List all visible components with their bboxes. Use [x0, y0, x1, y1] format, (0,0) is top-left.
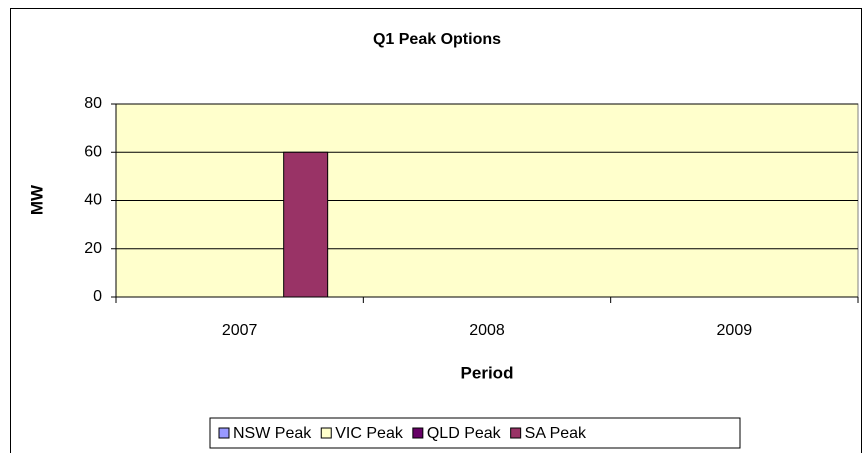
legend-swatch	[320, 427, 332, 439]
y-tick-label: 20	[84, 240, 102, 257]
y-tick-label: 80	[84, 95, 102, 112]
x-tick-label: 2009	[717, 322, 753, 339]
legend-swatch	[218, 427, 230, 439]
y-tick-label: 0	[93, 288, 102, 305]
legend-label: NSW Peak	[233, 425, 312, 442]
legend-label: VIC Peak	[335, 425, 404, 442]
legend-label: SA Peak	[525, 425, 587, 442]
x-axis-label: Period	[461, 363, 514, 382]
x-tick-label: 2007	[222, 322, 258, 339]
x-tick-label: 2008	[469, 322, 505, 339]
legend	[209, 417, 741, 449]
y-axis-label: MW	[27, 184, 46, 215]
y-tick-label: 40	[84, 192, 102, 209]
chart-title: Q1 Peak Options	[373, 31, 501, 48]
legend-swatch	[510, 427, 522, 439]
y-tick-label: 60	[84, 143, 102, 160]
legend-swatch	[412, 427, 424, 439]
legend-label: QLD Peak	[427, 425, 502, 442]
bar	[283, 151, 329, 298]
